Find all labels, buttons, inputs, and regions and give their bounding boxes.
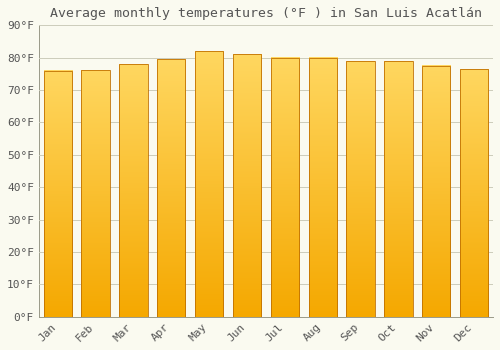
Bar: [157, 59, 186, 317]
Bar: [422, 66, 450, 317]
Bar: [270, 58, 299, 317]
Bar: [346, 61, 375, 317]
Bar: [233, 55, 261, 317]
Bar: [384, 61, 412, 317]
Title: Average monthly temperatures (°F ) in San Luis Acatlán: Average monthly temperatures (°F ) in Sa…: [50, 7, 482, 20]
Bar: [82, 70, 110, 317]
Bar: [308, 58, 337, 317]
Bar: [460, 69, 488, 317]
Bar: [44, 71, 72, 317]
Bar: [119, 64, 148, 317]
Bar: [195, 51, 224, 317]
